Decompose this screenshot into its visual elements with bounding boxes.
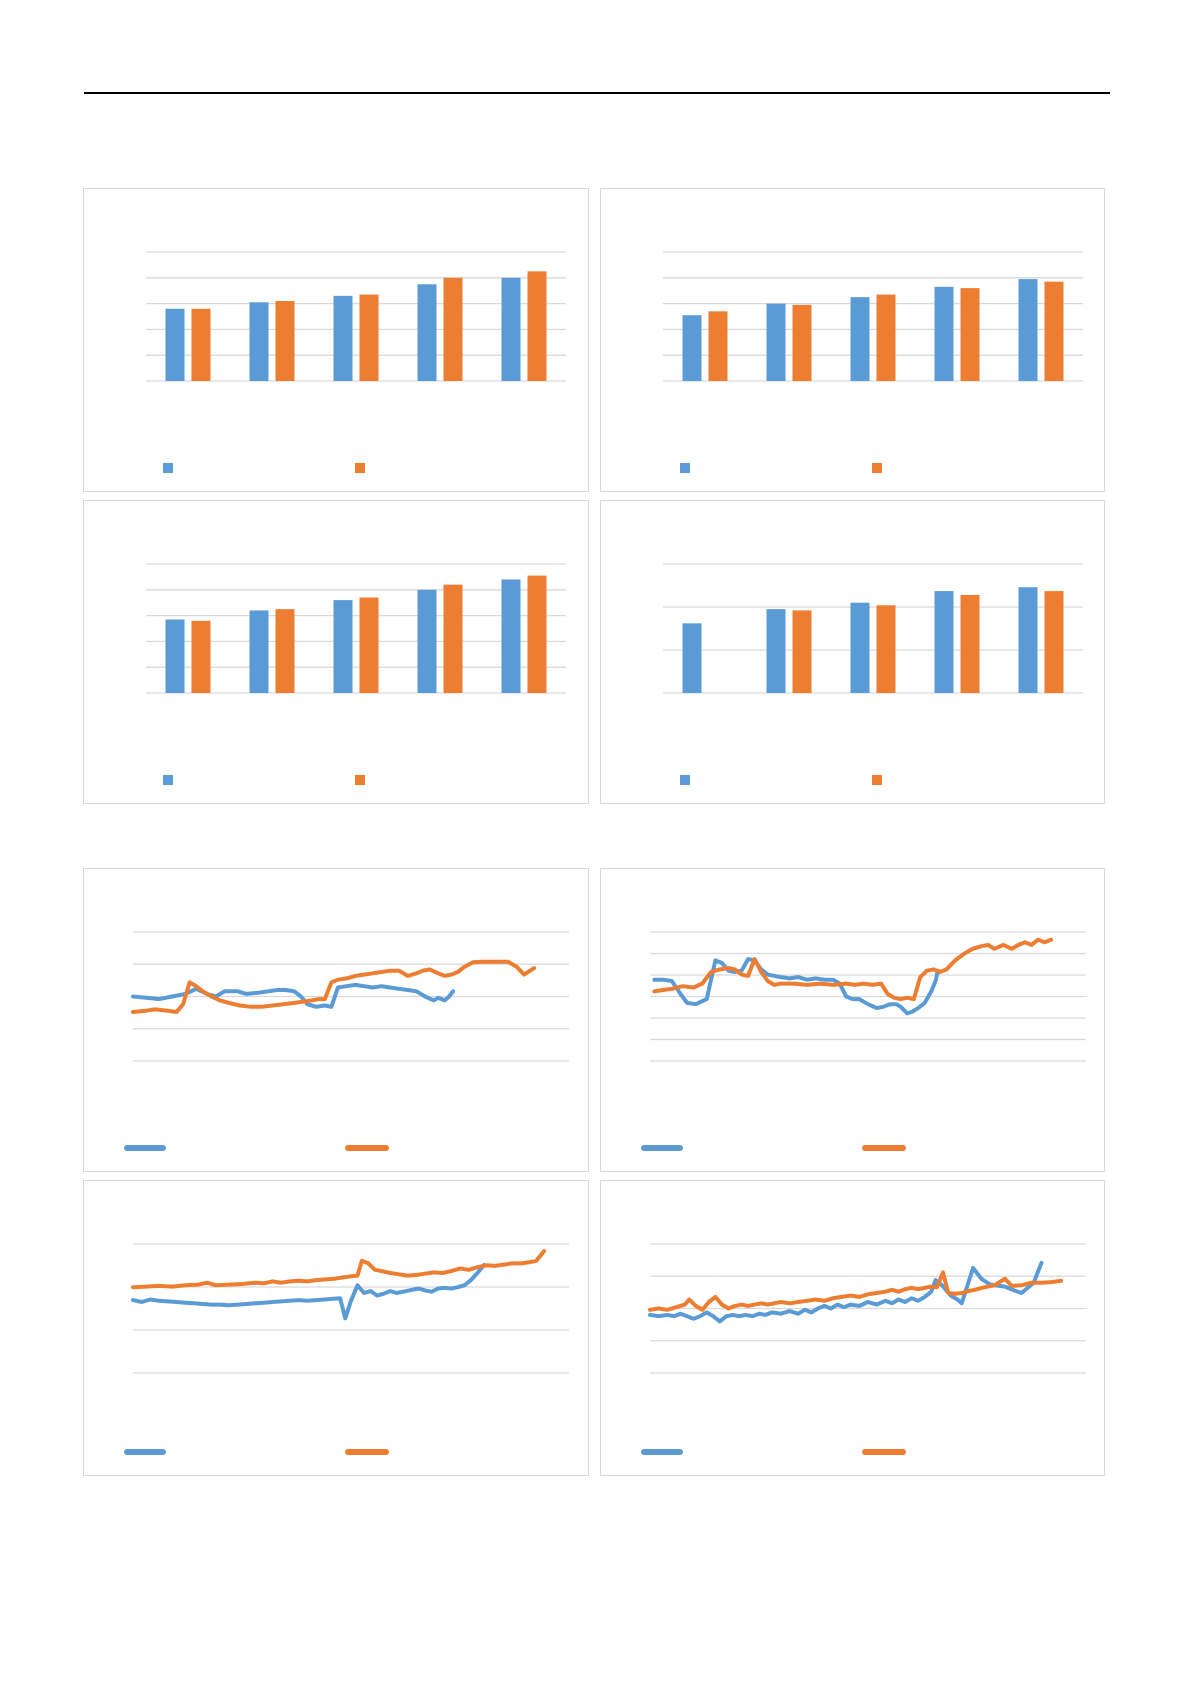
bar-series1-group5	[501, 277, 521, 381]
bar-series2-group1	[191, 308, 211, 381]
bar-series2-group5	[1044, 281, 1064, 381]
line-chart-1-canvas	[131, 931, 569, 1062]
bar-chart-2-canvas	[663, 251, 1083, 382]
legend-series1-square	[680, 463, 690, 473]
legend-series1-square	[163, 775, 173, 785]
line-series2	[648, 1270, 1064, 1312]
line-series2	[652, 937, 1054, 1002]
bar-chart-3-canvas	[146, 563, 566, 694]
legend-series2-dash	[345, 1449, 389, 1455]
legend-series1-dash	[124, 1449, 166, 1455]
bar-series1-group1	[682, 315, 702, 381]
line-chart-2-canvas	[650, 931, 1086, 1062]
bar-series1-group2	[249, 610, 269, 693]
bar-series2-group2	[275, 301, 295, 381]
legend-series1-square	[163, 463, 173, 473]
line-chart-3	[83, 1180, 589, 1476]
bar-series2-group3	[359, 294, 379, 381]
bar-chart-1	[83, 188, 589, 492]
bar-series1-group5	[1018, 279, 1038, 381]
legend-series1-dash	[641, 1145, 683, 1151]
legend-series2-dash	[862, 1145, 906, 1151]
legend-series1-dash	[641, 1449, 683, 1455]
bar-series1-group3	[850, 297, 870, 381]
bar-series2-group5	[527, 575, 547, 693]
bar-series1-group4	[417, 284, 437, 381]
bar-series2-group1	[191, 620, 211, 693]
line-chart-4-canvas	[648, 1243, 1086, 1374]
line-series2	[131, 1249, 547, 1290]
bar-series1-group1	[165, 619, 185, 693]
legend-series2-square	[872, 463, 882, 473]
bar-series2-group1	[708, 311, 728, 381]
bar-series1-group2	[766, 303, 786, 381]
legend-series2-square	[355, 463, 365, 473]
bar-series2-group4	[443, 277, 463, 381]
bar-series2-group2	[792, 304, 812, 381]
legend-series1-dash	[124, 1145, 166, 1151]
bar-series2-group3	[876, 605, 896, 693]
legend-series2-dash	[862, 1449, 906, 1455]
bar-series2-group4	[960, 594, 980, 693]
bar-series2-group3	[876, 294, 896, 381]
line-series2	[131, 959, 537, 1014]
bar-series1-group3	[333, 295, 353, 381]
bar-series2-group4	[960, 288, 980, 381]
bar-series1-group5	[501, 579, 521, 693]
bar-chart-4	[600, 500, 1105, 804]
line-chart-3-canvas	[131, 1243, 569, 1374]
header-rule	[84, 92, 1110, 94]
bar-chart-4-canvas	[663, 563, 1083, 694]
bar-series2-group3	[359, 597, 379, 693]
line-chart-1	[83, 868, 589, 1172]
bar-chart-2	[600, 188, 1105, 492]
bar-series1-group2	[249, 302, 269, 381]
bar-series1-group2	[766, 609, 786, 693]
legend-series2-square	[355, 775, 365, 785]
line-chart-2	[600, 868, 1105, 1172]
legend-series2-dash	[345, 1145, 389, 1151]
line-chart-4	[600, 1180, 1105, 1476]
legend-series1-square	[680, 775, 690, 785]
bar-series2-group5	[527, 271, 547, 381]
bar-series2-group5	[1044, 591, 1064, 693]
line-series1	[131, 1263, 486, 1321]
bar-chart-3	[83, 500, 589, 804]
bar-series1-group1	[165, 308, 185, 381]
bar-series2-group2	[275, 609, 295, 693]
bar-series1-group4	[934, 591, 954, 693]
legend-series2-square	[872, 775, 882, 785]
bar-series1-group1	[682, 623, 702, 693]
bar-series1-group5	[1018, 587, 1038, 693]
line-series1	[648, 1260, 1044, 1324]
bar-series1-group3	[333, 600, 353, 693]
bar-series1-group4	[934, 286, 954, 381]
bar-chart-1-canvas	[146, 251, 566, 382]
bar-series1-group3	[850, 602, 870, 693]
bar-series2-group2	[792, 610, 812, 693]
bar-series2-group4	[443, 584, 463, 693]
bar-series1-group4	[417, 589, 437, 693]
